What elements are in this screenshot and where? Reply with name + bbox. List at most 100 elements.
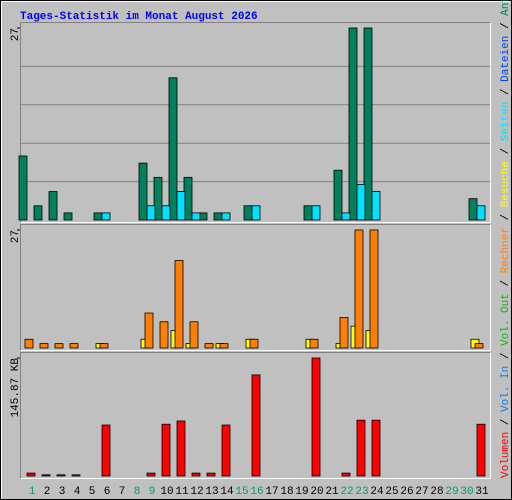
x-tick-label: 10	[160, 486, 173, 498]
x-tick-label: 28	[430, 486, 443, 498]
bar	[369, 229, 379, 349]
bar	[176, 191, 186, 221]
bar	[468, 198, 478, 221]
legend-entry: Vol. Out	[500, 293, 512, 346]
bar	[303, 205, 313, 221]
bar	[41, 474, 51, 477]
bar	[311, 357, 321, 477]
x-tick-label: 16	[250, 486, 263, 498]
bar	[219, 343, 229, 349]
bar	[99, 343, 109, 349]
bar	[251, 205, 261, 221]
legend-separator: /	[500, 419, 512, 426]
bar	[54, 343, 64, 349]
bar	[153, 176, 163, 221]
bar	[311, 205, 321, 221]
bar	[191, 472, 201, 477]
panel	[20, 224, 491, 351]
legend: Volumen / Vol. In / Vol. Out / Rechner / Besuche…	[500, 0, 512, 478]
x-tick-label: 3	[59, 486, 66, 498]
x-tick-label: 2	[44, 486, 51, 498]
bar	[341, 472, 351, 477]
bar	[101, 212, 111, 221]
x-tick-label: 8	[134, 486, 141, 498]
bar	[309, 338, 319, 349]
bar	[56, 474, 66, 477]
bar	[33, 205, 43, 221]
x-tick-label: 11	[175, 486, 189, 498]
y-tick-label: 145.87 KB	[10, 358, 22, 418]
bar	[48, 191, 58, 221]
bar	[371, 191, 381, 221]
bar	[69, 343, 79, 349]
bar	[144, 312, 154, 349]
bar	[348, 27, 358, 221]
bar	[333, 169, 343, 221]
bar	[63, 212, 73, 221]
bar	[341, 212, 351, 221]
bar	[24, 338, 34, 349]
x-tick-label: 29	[445, 486, 458, 498]
bar	[356, 184, 366, 221]
bar	[204, 343, 214, 349]
x-tick-label: 24	[370, 486, 384, 498]
panel-shadow	[20, 352, 491, 479]
bar	[356, 419, 366, 477]
chart-title: Tages-Statistik im Monat August 2026	[20, 11, 258, 23]
x-tick-label: 1	[29, 486, 36, 498]
legend-entry: Seiten	[500, 102, 512, 142]
x-tick-label: 19	[295, 486, 308, 498]
panel	[20, 22, 491, 223]
bar	[243, 205, 253, 221]
bar	[161, 205, 171, 221]
x-tick-label: 17	[265, 486, 278, 498]
legend-entry: Besuche	[500, 161, 512, 207]
bar	[26, 472, 36, 477]
x-tick-label: 23	[355, 486, 368, 498]
x-tick-label: 21	[325, 486, 339, 498]
bar	[18, 155, 28, 221]
bar	[354, 229, 364, 349]
legend-entry: Anfragen	[500, 0, 512, 16]
bar	[101, 424, 111, 477]
x-tick-label: 30	[460, 486, 473, 498]
x-tick-label: 15	[235, 486, 248, 498]
bar	[474, 343, 484, 349]
x-tick-label: 12	[190, 486, 203, 498]
bar	[191, 212, 201, 221]
x-tick-label: 5	[89, 486, 96, 498]
bar	[363, 27, 373, 221]
bar	[221, 212, 231, 221]
bar	[476, 205, 486, 221]
bar	[206, 472, 216, 477]
bar	[251, 374, 261, 477]
bar	[249, 338, 259, 349]
x-tick-label: 20	[310, 486, 323, 498]
legend-entry: Vol. In	[500, 366, 512, 412]
bar	[371, 419, 381, 477]
x-tick-label: 13	[205, 486, 218, 498]
bar	[159, 321, 169, 349]
legend-separator: /	[500, 148, 512, 155]
y-tick-label: 27	[10, 28, 22, 41]
x-tick-label: 4	[74, 486, 81, 498]
bar	[213, 212, 223, 221]
y-tick-label: 27	[10, 230, 22, 243]
x-tick-label: 27	[415, 486, 428, 498]
x-tick-label: 25	[385, 486, 398, 498]
bar	[146, 205, 156, 221]
x-tick-label: 9	[149, 486, 156, 498]
bar	[189, 321, 199, 349]
bar	[168, 77, 178, 221]
legend-separator: /	[500, 88, 512, 95]
panel-shadow	[20, 224, 491, 351]
x-tick-label: 31	[475, 486, 489, 498]
legend-entry: Volumen	[500, 432, 512, 478]
bar	[138, 162, 148, 221]
legend-separator: /	[500, 22, 512, 29]
bar	[221, 424, 231, 477]
bar	[339, 317, 349, 349]
x-tick-label: 26	[400, 486, 413, 498]
